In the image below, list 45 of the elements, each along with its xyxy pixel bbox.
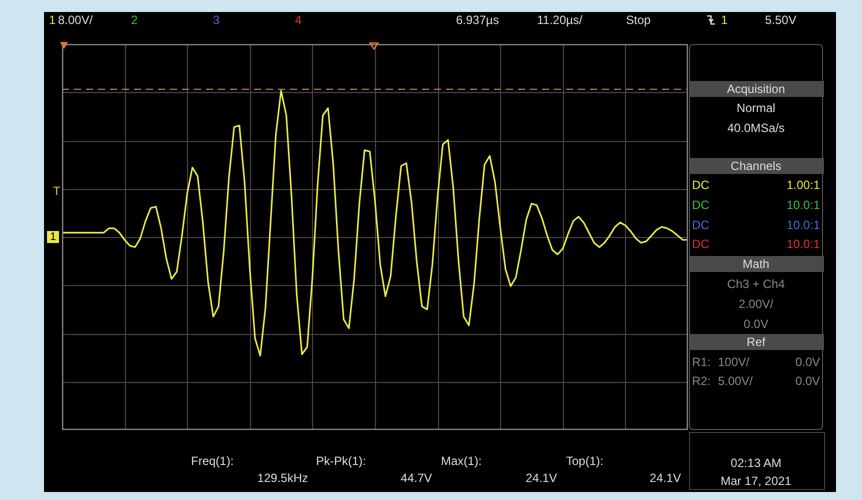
text: R1: bbox=[692, 355, 711, 369]
text: 10.0:1 bbox=[786, 237, 820, 251]
text: DC bbox=[692, 237, 710, 251]
text: 1 bbox=[721, 13, 728, 27]
text: 24.1V bbox=[526, 471, 557, 485]
text: 1 bbox=[47, 231, 60, 243]
text: 0.0V bbox=[795, 355, 820, 369]
text: DC bbox=[692, 178, 710, 192]
text: 1 bbox=[49, 13, 56, 27]
text: Acquisition bbox=[726, 82, 786, 96]
text: Pk-Pk(1): bbox=[316, 454, 366, 468]
text: Mar 17, 2021 bbox=[720, 474, 792, 488]
text: 4 bbox=[295, 13, 302, 27]
text: 0.0V bbox=[744, 317, 768, 331]
text: 2.00V/ bbox=[738, 297, 774, 311]
text: R2: bbox=[692, 374, 711, 388]
text: 10.0:1 bbox=[786, 218, 820, 232]
text: 3 bbox=[213, 13, 220, 27]
text: Stop bbox=[626, 13, 651, 27]
text: 24.1V bbox=[650, 471, 681, 485]
text: 6.937µs bbox=[456, 13, 499, 27]
text: Max(1): bbox=[441, 454, 482, 468]
text: 5.00V/ bbox=[718, 374, 753, 388]
text: 2 bbox=[131, 13, 138, 27]
text: 129.5kHz bbox=[257, 471, 308, 485]
text: 1.00:1 bbox=[786, 178, 820, 192]
text: 8.00V/ bbox=[58, 13, 93, 27]
text: 0.0V bbox=[795, 374, 820, 388]
text: 40.0MSa/s bbox=[727, 121, 785, 135]
text: 10.0:1 bbox=[786, 198, 820, 212]
text: DC bbox=[692, 198, 710, 212]
text: 44.7V bbox=[400, 471, 432, 485]
text: Freq(1): bbox=[191, 454, 234, 468]
text: 11.20µs/ bbox=[537, 13, 582, 27]
text: Channels bbox=[730, 159, 782, 173]
text: 5.50V bbox=[765, 13, 796, 27]
text: Top(1): bbox=[566, 454, 604, 468]
text: Math bbox=[742, 257, 770, 271]
text: 02:13 AM bbox=[730, 456, 782, 470]
text: Ref bbox=[746, 335, 766, 349]
text: T bbox=[53, 184, 60, 198]
text: Normal bbox=[736, 101, 776, 115]
text: 100V/ bbox=[718, 355, 750, 369]
text: DC bbox=[692, 218, 710, 232]
text: Ch3 + Ch4 bbox=[727, 277, 785, 291]
